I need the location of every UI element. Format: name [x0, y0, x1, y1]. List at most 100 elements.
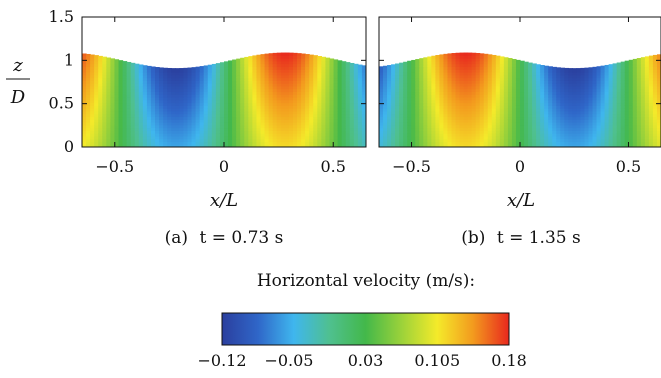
- velocity-cell: [90, 116, 95, 120]
- velocity-cell: [411, 138, 416, 143]
- velocity-cell: [353, 66, 359, 70]
- velocity-cell: [640, 80, 646, 84]
- velocity-cell: [560, 96, 565, 101]
- velocity-cell: [284, 94, 290, 98]
- velocity-cell: [576, 71, 582, 76]
- velocity-cell: [467, 121, 473, 126]
- velocity-cell: [337, 80, 343, 84]
- velocity-cell: [236, 91, 241, 95]
- velocity-cell: [564, 83, 569, 87]
- velocity-cell: [475, 96, 481, 101]
- velocity-cell: [167, 99, 172, 104]
- velocity-cell: [443, 94, 449, 98]
- velocity-cell: [407, 124, 412, 129]
- velocity-cell: [467, 116, 473, 120]
- velocity-cell: [228, 96, 233, 101]
- velocity-cell: [353, 102, 359, 106]
- velocity-cell: [187, 74, 193, 79]
- velocity-cell: [183, 71, 189, 76]
- velocity-cell: [520, 113, 525, 118]
- velocity-cell: [431, 119, 436, 123]
- velocity-cell: [215, 69, 221, 73]
- velocity-cell: [191, 133, 197, 137]
- velocity-cell: [276, 138, 282, 143]
- velocity-cell: [447, 94, 453, 98]
- velocity-cell: [179, 80, 185, 84]
- velocity-cell: [325, 138, 331, 143]
- velocity-cell: [106, 88, 111, 93]
- velocity-cell: [317, 63, 322, 68]
- velocity-cell: [187, 67, 193, 70]
- velocity-cell: [317, 77, 322, 81]
- velocity-cell: [272, 83, 278, 87]
- velocity-cell: [150, 124, 156, 129]
- velocity-cell: [592, 141, 598, 145]
- velocity-cell: [387, 102, 392, 106]
- velocity-cell: [407, 135, 412, 140]
- velocity-cell: [329, 138, 335, 143]
- velocity-cell: [86, 63, 91, 68]
- velocity-cell: [313, 102, 318, 106]
- velocity-cell: [584, 105, 590, 109]
- velocity-cell: [455, 99, 461, 104]
- velocity-cell: [648, 135, 654, 140]
- velocity-cell: [443, 55, 449, 59]
- velocity-cell: [483, 91, 489, 95]
- velocity-cell: [183, 135, 189, 140]
- velocity-cell: [219, 138, 225, 143]
- velocity-cell: [106, 57, 111, 59]
- velocity-cell: [142, 69, 148, 73]
- velocity-cell: [98, 83, 103, 87]
- velocity-cell: [572, 127, 577, 131]
- velocity-cell: [175, 144, 180, 147]
- velocity-cell: [252, 144, 258, 147]
- velocity-cell: [345, 69, 351, 73]
- velocity-cell: [187, 94, 193, 98]
- velocity-cell: [532, 110, 537, 115]
- velocity-cell: [479, 144, 485, 147]
- velocity-cell: [528, 105, 533, 109]
- velocity-cell: [411, 69, 416, 73]
- velocity-cell: [142, 144, 148, 147]
- velocity-cell: [280, 138, 286, 143]
- velocity-cell: [439, 83, 445, 87]
- velocity-cell: [114, 80, 120, 84]
- velocity-cell: [403, 116, 408, 120]
- velocity-cell: [236, 133, 241, 137]
- velocity-cell: [167, 108, 172, 112]
- velocity-cell: [244, 133, 249, 137]
- velocity-cell: [403, 141, 408, 145]
- velocity-cell: [236, 99, 241, 104]
- velocity-cell: [608, 135, 614, 140]
- velocity-cell: [264, 91, 270, 95]
- velocity-cell: [337, 85, 343, 90]
- velocity-cell: [515, 83, 521, 87]
- velocity-cell: [236, 144, 241, 147]
- velocity-cell: [130, 108, 136, 112]
- velocity-cell: [439, 80, 445, 84]
- panel-a-caption-time: t = 0.73 s: [199, 228, 283, 248]
- velocity-cell: [528, 96, 533, 101]
- velocity-cell: [329, 108, 335, 112]
- velocity-cell: [86, 94, 91, 98]
- velocity-cell: [82, 55, 87, 59]
- velocity-cell: [264, 113, 270, 118]
- velocity-cell: [94, 88, 99, 93]
- velocity-cell: [256, 58, 262, 62]
- velocity-cell: [528, 124, 533, 129]
- velocity-cell: [114, 102, 120, 106]
- velocity-cell: [475, 85, 481, 90]
- velocity-cell: [183, 116, 189, 120]
- velocity-cell: [632, 108, 638, 112]
- velocity-cell: [568, 71, 573, 76]
- velocity-cell: [122, 74, 128, 79]
- velocity-cell: [572, 119, 577, 123]
- velocity-cell: [503, 135, 509, 140]
- velocity-cell: [379, 85, 384, 90]
- velocity-cell: [620, 119, 626, 123]
- velocity-cell: [288, 138, 294, 143]
- velocity-cell: [114, 141, 120, 145]
- velocity-cell: [596, 96, 602, 101]
- velocity-cell: [415, 88, 420, 93]
- velocity-cell: [620, 141, 626, 145]
